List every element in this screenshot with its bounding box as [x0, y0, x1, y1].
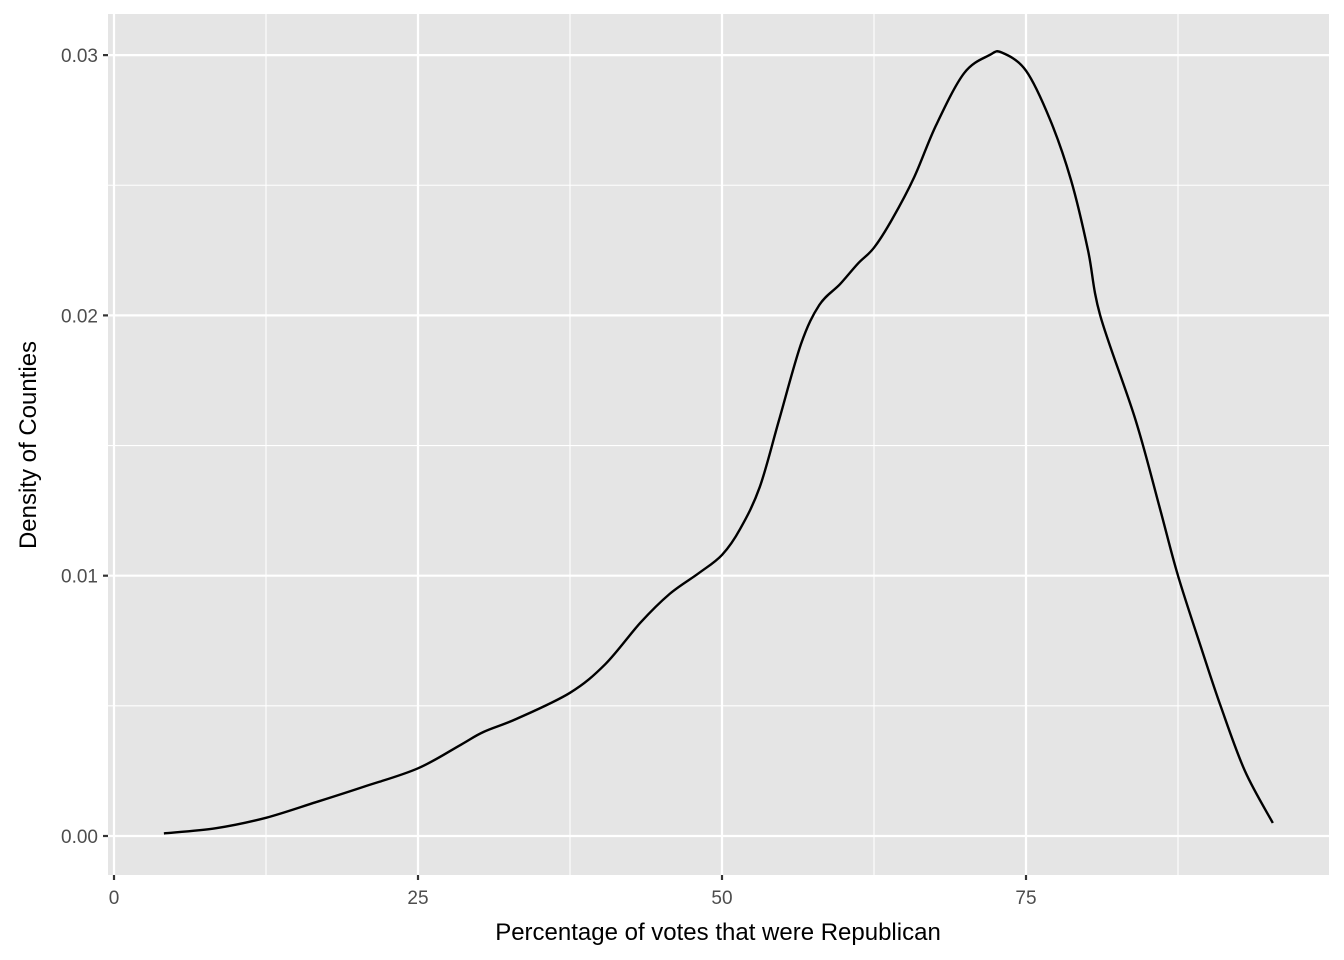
density-curve [163, 50, 1274, 835]
x-tick-label: 25 [407, 888, 428, 909]
y-axis: 0.00 0.01 0.02 0.03 [61, 46, 108, 848]
x-axis-title: Percentage of votes that were Republican [495, 919, 941, 946]
y-tick-label: 0.01 [61, 567, 98, 588]
y-tick-label: 0.03 [61, 46, 98, 67]
x-tick-label: 50 [711, 888, 732, 909]
minor-gridlines [108, 14, 1329, 875]
y-tick-label: 0.00 [61, 827, 98, 848]
x-tick-label: 0 [109, 888, 120, 909]
x-axis: 0 25 50 75 [109, 875, 1037, 909]
x-tick-label: 75 [1015, 888, 1036, 909]
y-tick-label: 0.02 [61, 306, 98, 327]
y-axis-title: Density of Counties [15, 341, 42, 549]
major-gridlines [108, 14, 1329, 875]
panel-background [108, 14, 1329, 875]
